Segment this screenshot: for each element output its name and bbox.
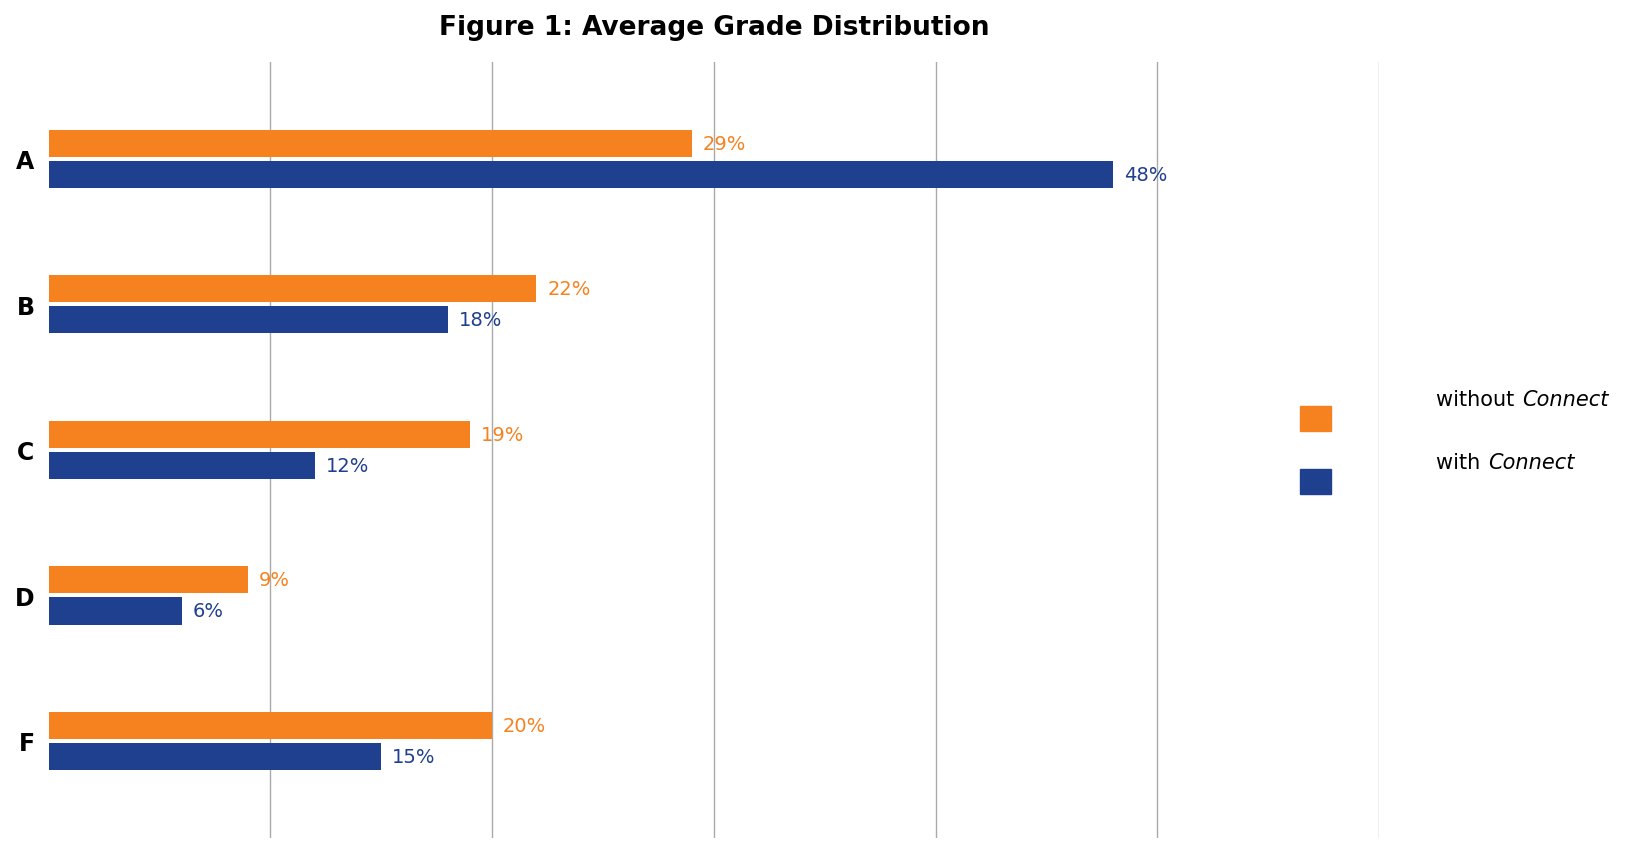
- Bar: [49, 131, 692, 158]
- Bar: [49, 743, 380, 770]
- Text: 15%: 15%: [392, 747, 436, 766]
- Text: 20%: 20%: [503, 717, 546, 735]
- Bar: [49, 712, 492, 740]
- Text: 29%: 29%: [701, 135, 746, 154]
- Text: 19%: 19%: [480, 426, 524, 444]
- Text: 18%: 18%: [459, 311, 502, 330]
- Legend: , : ,: [1278, 386, 1369, 515]
- Text: Connect: Connect: [1521, 389, 1608, 409]
- Bar: [49, 161, 1113, 189]
- Text: 48%: 48%: [1123, 165, 1167, 184]
- Text: 22%: 22%: [547, 280, 590, 299]
- Text: without: without: [1436, 389, 1519, 409]
- Bar: [49, 276, 536, 303]
- Text: 12%: 12%: [326, 456, 369, 475]
- Text: Connect: Connect: [1487, 452, 1573, 473]
- Text: 6%: 6%: [192, 601, 223, 621]
- Text: with: with: [1436, 452, 1487, 473]
- Bar: [49, 566, 247, 594]
- Text: 9%: 9%: [259, 571, 290, 589]
- Bar: [49, 421, 469, 449]
- Bar: [49, 452, 315, 479]
- Title: Figure 1: Average Grade Distribution: Figure 1: Average Grade Distribution: [438, 15, 988, 41]
- Bar: [49, 598, 182, 624]
- Bar: [49, 307, 447, 334]
